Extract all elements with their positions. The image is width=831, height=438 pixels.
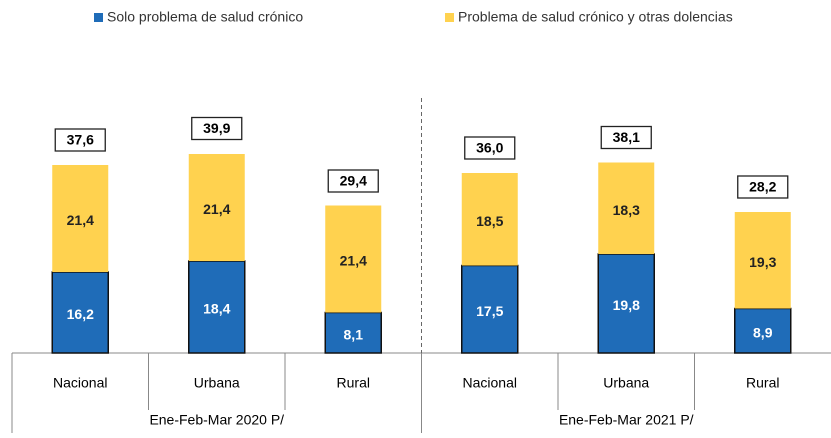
- group-label: Ene-Feb-Mar 2020 P/: [149, 412, 284, 428]
- bar-segment: [51, 271, 109, 354]
- value-label: 18,4: [203, 301, 230, 317]
- total-label: 38,1: [613, 129, 640, 145]
- bar-segment: [734, 307, 792, 354]
- bar-segment: [324, 311, 382, 354]
- total-box: [54, 128, 106, 152]
- total-box: [464, 136, 516, 160]
- bar-segment: [52, 165, 109, 272]
- total-label: 29,4: [340, 173, 367, 189]
- value-label: 21,4: [203, 201, 230, 217]
- bar-segment: [598, 162, 655, 254]
- total-box: [327, 169, 379, 193]
- value-label: 16,2: [67, 306, 94, 322]
- value-label: 19,3: [749, 254, 776, 270]
- total-box: [191, 116, 243, 141]
- x-tick-label: Urbana: [194, 375, 240, 391]
- total-box: [600, 125, 652, 150]
- total-label: 28,2: [749, 179, 776, 195]
- bar-segment: [461, 173, 518, 266]
- bar-segment: [461, 264, 519, 354]
- value-label: 19,8: [613, 297, 640, 313]
- value-label: 8,9: [753, 324, 773, 340]
- value-label: 18,3: [613, 202, 640, 218]
- bar-segment: [188, 154, 245, 261]
- x-tick-label: Nacional: [463, 375, 517, 391]
- legend-label: Solo problema de salud crónico: [107, 9, 303, 25]
- total-box: [737, 175, 789, 199]
- total-label: 37,6: [67, 132, 94, 148]
- value-label: 8,1: [344, 326, 364, 342]
- x-tick-label: Rural: [746, 375, 779, 391]
- x-tick-label: Rural: [337, 375, 370, 391]
- legend-swatch: [445, 13, 454, 22]
- legend-label: Problema de salud crónico y otras dolenc…: [458, 9, 733, 25]
- bar-segment: [325, 205, 382, 313]
- bar-segment: [597, 253, 655, 354]
- group-label: Ene-Feb-Mar 2021 P/: [559, 412, 694, 428]
- value-label: 21,4: [67, 212, 94, 228]
- bar-segment: [188, 260, 246, 354]
- value-label: 17,5: [476, 303, 503, 319]
- value-label: 18,5: [476, 213, 503, 229]
- value-label: 21,4: [340, 253, 367, 269]
- bar-segment: [734, 212, 791, 309]
- total-label: 36,0: [476, 140, 503, 156]
- legend-swatch: [94, 13, 103, 22]
- x-tick-label: Urbana: [603, 375, 649, 391]
- total-label: 39,9: [203, 120, 230, 136]
- x-tick-label: Nacional: [53, 375, 107, 391]
